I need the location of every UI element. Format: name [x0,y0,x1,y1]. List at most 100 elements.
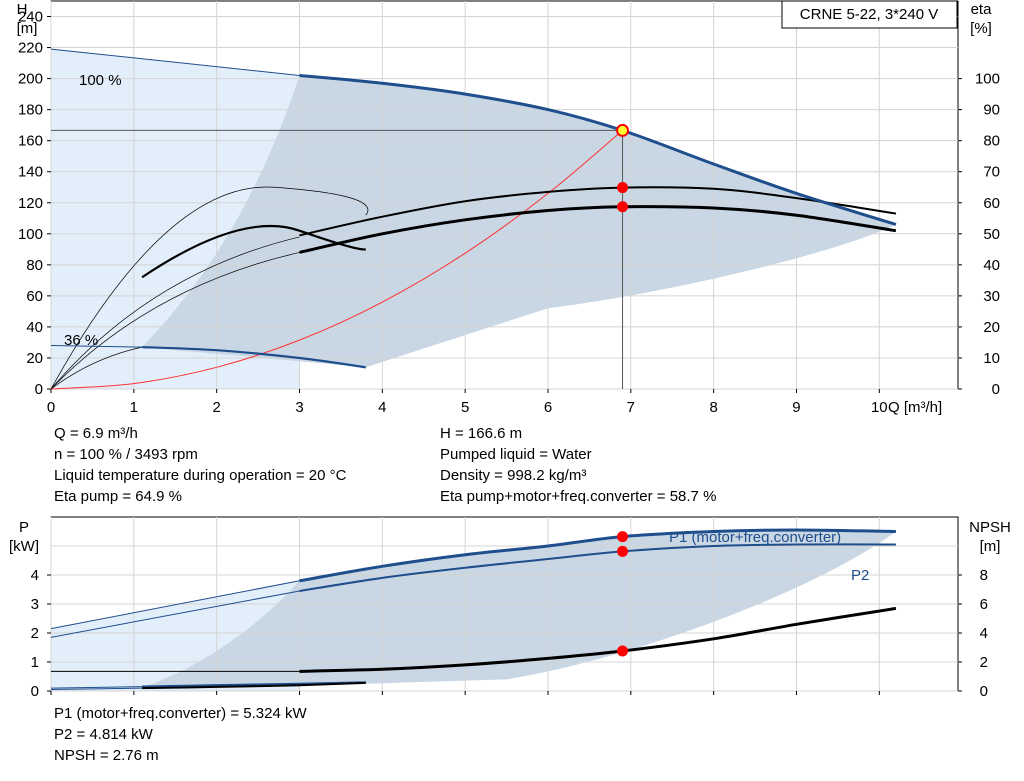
model-label-box [781,0,958,29]
npsh-tick-label: 6 [980,596,988,613]
p1-curve [299,528,896,583]
pump-curve-100 [299,74,897,226]
p1-low-speed-thin [50,686,143,689]
y2-tick-label: 70 [983,164,1000,181]
p2-curve [299,543,896,592]
npsh-tick-label: 0 [980,683,988,700]
x-tick-label: 0 [47,399,55,416]
x-tick-label: 5 [461,399,469,416]
power-panel: 0 1 2 3 4 0 2 4 6 8 P [kW] NPSH [m] P1 (motor+fr… [9,516,1011,700]
power-operating-envelope [142,530,896,688]
power-envelope [51,530,896,691]
y-tick-label: 100 [18,226,43,243]
y-axis-title-h: H [17,1,28,18]
head-duty-markers [51,123,630,389]
npsh-tick-label: 2 [980,654,988,671]
pump-curve-36-thin [50,345,143,348]
p-tick-label: 1 [31,654,39,671]
y2-tick-label: 40 [983,257,1000,274]
head-curves [50,48,897,390]
duty-point-eta-total [617,201,629,213]
y-axis-unit-npsh: [m] [980,538,1001,555]
y-tick-label: 20 [26,350,43,367]
x-tick-label: 3 [295,399,303,416]
p-tick-label: 4 [31,567,39,584]
head-panel: 0 1 2 3 4 5 6 7 8 9 10 020406080100120140160180200… [17,0,1000,416]
info-liquid: Pumped liquid = Water [440,446,592,463]
eta-total-curve [299,205,897,254]
y-tick-label: 40 [26,319,43,336]
y-axis-title-eta: eta [971,1,993,18]
info-speed: n = 100 % / 3493 rpm [54,446,198,463]
eta-curve-low-speed [141,224,366,279]
y-tick-label: 140 [18,164,43,181]
duty-point-eta-pump [617,182,629,194]
pump-curve-100-thin [50,48,300,76]
model-label: CRNE 5-22, 3*240 V [800,6,938,23]
power-grid [50,517,958,692]
p1-curve-label: P1 (motor+freq.converter) [669,529,841,546]
eta-curve-low-speed-thin [50,186,369,390]
y-axis-unit-eta: [%] [970,20,992,37]
y-axis-title-p: P [19,519,29,536]
head-x-ticks: 0 1 2 3 4 5 6 7 8 9 10 [47,389,888,416]
p2-curve-label: P2 [851,567,869,584]
info-p1: P1 (motor+freq.converter) = 5.324 kW [54,705,307,722]
operating-envelope [142,75,896,368]
p2-low-speed-thin [50,687,143,691]
y2-tick-label: 30 [983,288,1000,305]
info-npsh: NPSH = 2.76 m [54,747,159,764]
head-grid [50,1,958,390]
npsh-curve [299,606,897,673]
info-flow: Q = 6.9 m³/h [54,425,138,442]
duty-info-col3: P1 (motor+freq.converter) = 5.324 kW P2 … [54,703,307,766]
y2-tick-label: 50 [983,226,1000,243]
pump-curve-36 [142,346,366,369]
p-tick-label: 0 [31,683,39,700]
duty-point-head [616,123,630,137]
head-envelope [51,49,896,389]
x-tick-label: 1 [130,399,138,416]
info-density: Density = 998.2 kg/m³ [440,467,587,484]
eta-curve-thin-extension [50,236,300,390]
p-tick-label: 3 [31,596,39,613]
y-axis-unit-p: [kW] [9,538,39,555]
y-tick-label: 120 [18,195,43,212]
p2-curve-thin [50,590,300,638]
y2-tick-label: 10 [983,350,1000,367]
y-tick-label: 220 [18,40,43,57]
npsh-tick-label: 4 [980,625,988,642]
y-tick-label: 240 [18,9,43,26]
y-tick-label: 80 [26,257,43,274]
power-y-ticks: 0 1 2 3 4 [31,567,880,700]
duty-point-npsh [617,645,629,657]
x-tick-label: 6 [544,399,552,416]
y-tick-label: 180 [18,102,43,119]
info-eta-total: Eta pump+motor+freq.converter = 58.7 % [440,488,717,505]
head-y2-ticks: 0 10 20 30 40 50 60 70 80 90 100 [958,71,1000,398]
duty-info-col2: H = 166.6 m Pumped liquid = Water Densit… [440,423,716,507]
y-tick-label: 160 [18,133,43,150]
system-curve [50,130,623,390]
eta-pump-curve [299,186,897,237]
x-axis-label: Q [m³/h] [888,399,942,416]
power-y2-ticks: 0 2 4 6 8 [958,567,988,700]
y2-tick-label: 80 [983,133,1000,150]
head-y-ticks: 0 20 40 60 80 100 120 140 160 180 200 220 240 [18,9,51,398]
y2-tick-label: 0 [992,381,1000,398]
x-tick-label: 10 [871,399,888,416]
duty-point-p1 [617,531,629,543]
y-axis-unit-h: [m] [17,20,38,37]
y-axis-title-npsh: NPSH [969,519,1011,536]
x-tick-label: 7 [627,399,635,416]
p1-curve-thin [50,580,300,630]
y-tick-label: 0 [35,381,43,398]
eta-total-curve-thin-extension [50,252,300,390]
npsh-tick-label: 8 [980,567,988,584]
p-tick-label: 2 [31,625,39,642]
x-tick-label: 9 [792,399,800,416]
power-curves [50,528,897,691]
eta-extension-to-36 [50,346,143,390]
info-eta-pump: Eta pump = 64.9 % [54,488,182,505]
duty-point-p2 [617,545,629,557]
